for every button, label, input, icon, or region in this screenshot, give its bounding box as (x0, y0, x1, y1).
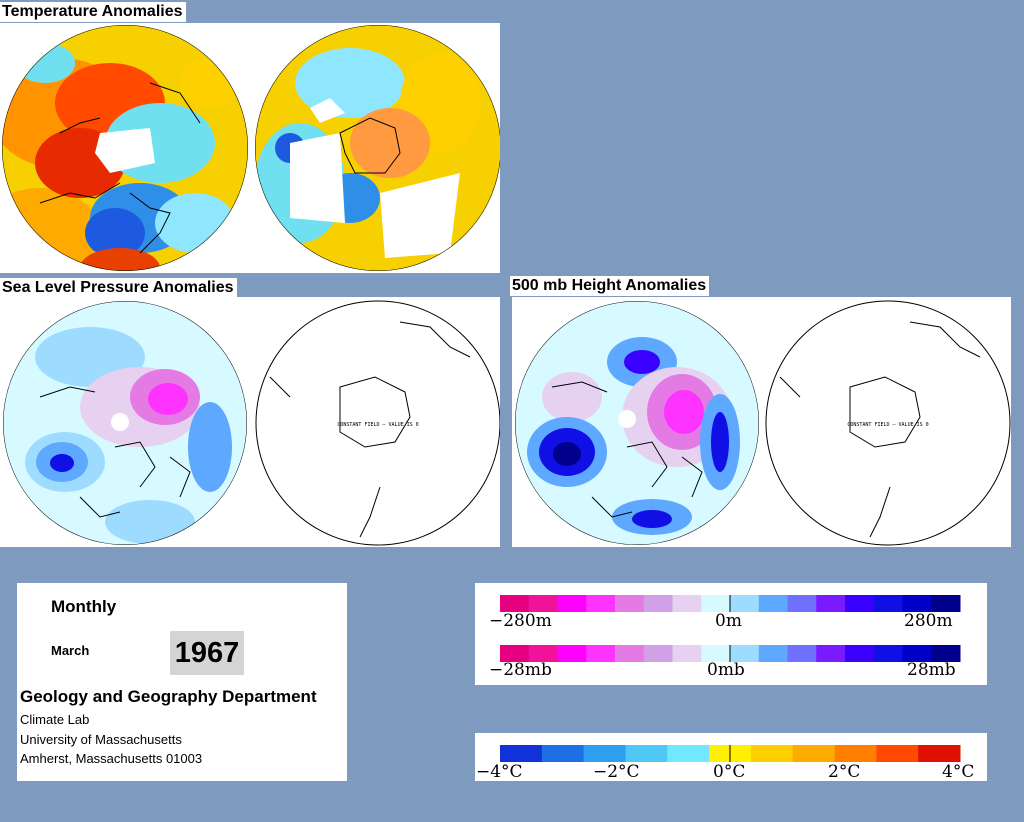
height-colorbar-swatch (500, 595, 530, 612)
pressure-colorbar-swatch (615, 645, 645, 662)
temperature-colorbar-swatch (918, 745, 961, 762)
year-label: 1967 (170, 631, 244, 675)
pressure-legend-min-label: −28mb (489, 660, 552, 680)
pressure-colorbar-swatch (557, 645, 587, 662)
period-label: Monthly (51, 597, 117, 616)
pressure-colorbar-swatch (586, 645, 616, 662)
height-colorbar-swatch (730, 595, 760, 612)
address-label: Amherst, Massachusetts 01003 (20, 751, 203, 766)
height-colorbar-swatch (873, 595, 903, 612)
height-colorbar-swatch (758, 595, 788, 612)
pressure-colorbar-swatch (528, 645, 558, 662)
department-label: Geology and Geography Department (20, 687, 317, 706)
temperature-colorbar-swatch (834, 745, 877, 762)
height-legend-min-label: −280m (489, 611, 552, 631)
temperature-colorbar-swatch (876, 745, 919, 762)
temperature-anomalies-title: Temperature Anomalies (0, 2, 186, 22)
slp-constant-field-label: CONSTANT FIELD — VALUE IS 0 (337, 422, 418, 428)
slp-maps: CONSTANT FIELD — VALUE IS 0 (3, 300, 501, 546)
height-colorbar-swatch (557, 595, 587, 612)
nh-height500-map (515, 301, 759, 545)
temperature-colorbar-swatch (667, 745, 710, 762)
temp-legend-label-2: 2°C (828, 762, 861, 782)
nh-temperature-map (2, 25, 248, 271)
height500-constant-field-label: CONSTANT FIELD — VALUE IS 0 (847, 422, 928, 428)
month-label: March (51, 643, 90, 658)
height-colorbar-swatch (845, 595, 875, 612)
height-colorbar-swatch (931, 595, 961, 612)
nh-slp-map (3, 301, 247, 545)
pressure-legend-max-label: 28mb (907, 660, 956, 680)
height-colorbar-swatch (787, 595, 817, 612)
temp-legend-label-4: 4°C (942, 762, 975, 782)
height500-panel: CONSTANT FIELD — VALUE IS 0 (512, 297, 1011, 547)
height-colorbar-swatch (528, 595, 558, 612)
temperature-colorbar-swatch (792, 745, 836, 762)
pressure-colorbar-swatch (902, 645, 932, 662)
slp-panel: CONSTANT FIELD — VALUE IS 0 (0, 297, 501, 547)
temperature-colorbar (500, 745, 961, 762)
temp-legend-label-neg4: −4°C (476, 762, 523, 782)
pressure-colorbar-swatch (643, 645, 673, 662)
sh-temperature-map (255, 25, 501, 271)
lab-label: Climate Lab (20, 712, 90, 727)
height-colorbar-swatch (643, 595, 673, 612)
height500-maps: CONSTANT FIELD — VALUE IS 0 (515, 300, 1011, 546)
pressure-colorbar-swatch (873, 645, 903, 662)
height-colorbar-swatch (586, 595, 616, 612)
temperature-colorbar-swatch (750, 745, 794, 762)
height500-anomalies-title: 500 mb Height Anomalies (510, 276, 710, 296)
height-pressure-legend: −280m 0m 280m −28mb 0mb 28mb (475, 583, 987, 685)
height-colorbar-swatch (615, 595, 645, 612)
pressure-colorbar-swatch (701, 645, 731, 662)
temperature-maps (2, 25, 501, 271)
pressure-colorbar-swatch (758, 645, 788, 662)
height-colorbar-swatch (902, 595, 932, 612)
height-pressure-colorbars (500, 595, 961, 662)
height-colorbar-swatch (816, 595, 846, 612)
height-legend-mid-label: 0m (715, 611, 742, 631)
pressure-colorbar-swatch (931, 645, 961, 662)
temperature-colorbar-swatch (500, 745, 543, 762)
pressure-colorbar-swatch (672, 645, 702, 662)
height-colorbar-swatch (672, 595, 702, 612)
temperature-colorbar-swatch (625, 745, 668, 762)
pressure-colorbar-swatch (787, 645, 817, 662)
university-label: University of Massachusetts (20, 732, 182, 747)
temperature-panel (0, 23, 501, 273)
temp-legend-label-neg2: −2°C (593, 762, 640, 782)
pressure-colorbar-swatch (845, 645, 875, 662)
slp-anomalies-title: Sea Level Pressure Anomalies (0, 278, 237, 298)
sh-height500-map (765, 300, 1011, 546)
pressure-colorbar-swatch (730, 645, 760, 662)
temperature-colorbar-swatch (583, 745, 626, 762)
pressure-legend-mid-label: 0mb (707, 660, 745, 680)
height-legend-max-label: 280m (904, 611, 953, 631)
temperature-legend: −4°C −2°C 0°C 2°C 4°C (475, 733, 987, 782)
pressure-colorbar-swatch (816, 645, 846, 662)
temperature-colorbar-swatch (541, 745, 585, 762)
pressure-colorbar-swatch (500, 645, 530, 662)
temp-legend-label-0: 0°C (713, 762, 746, 782)
info-box: Monthly March 1967 Geology and Geography… (17, 583, 347, 781)
height-colorbar-swatch (701, 595, 731, 612)
